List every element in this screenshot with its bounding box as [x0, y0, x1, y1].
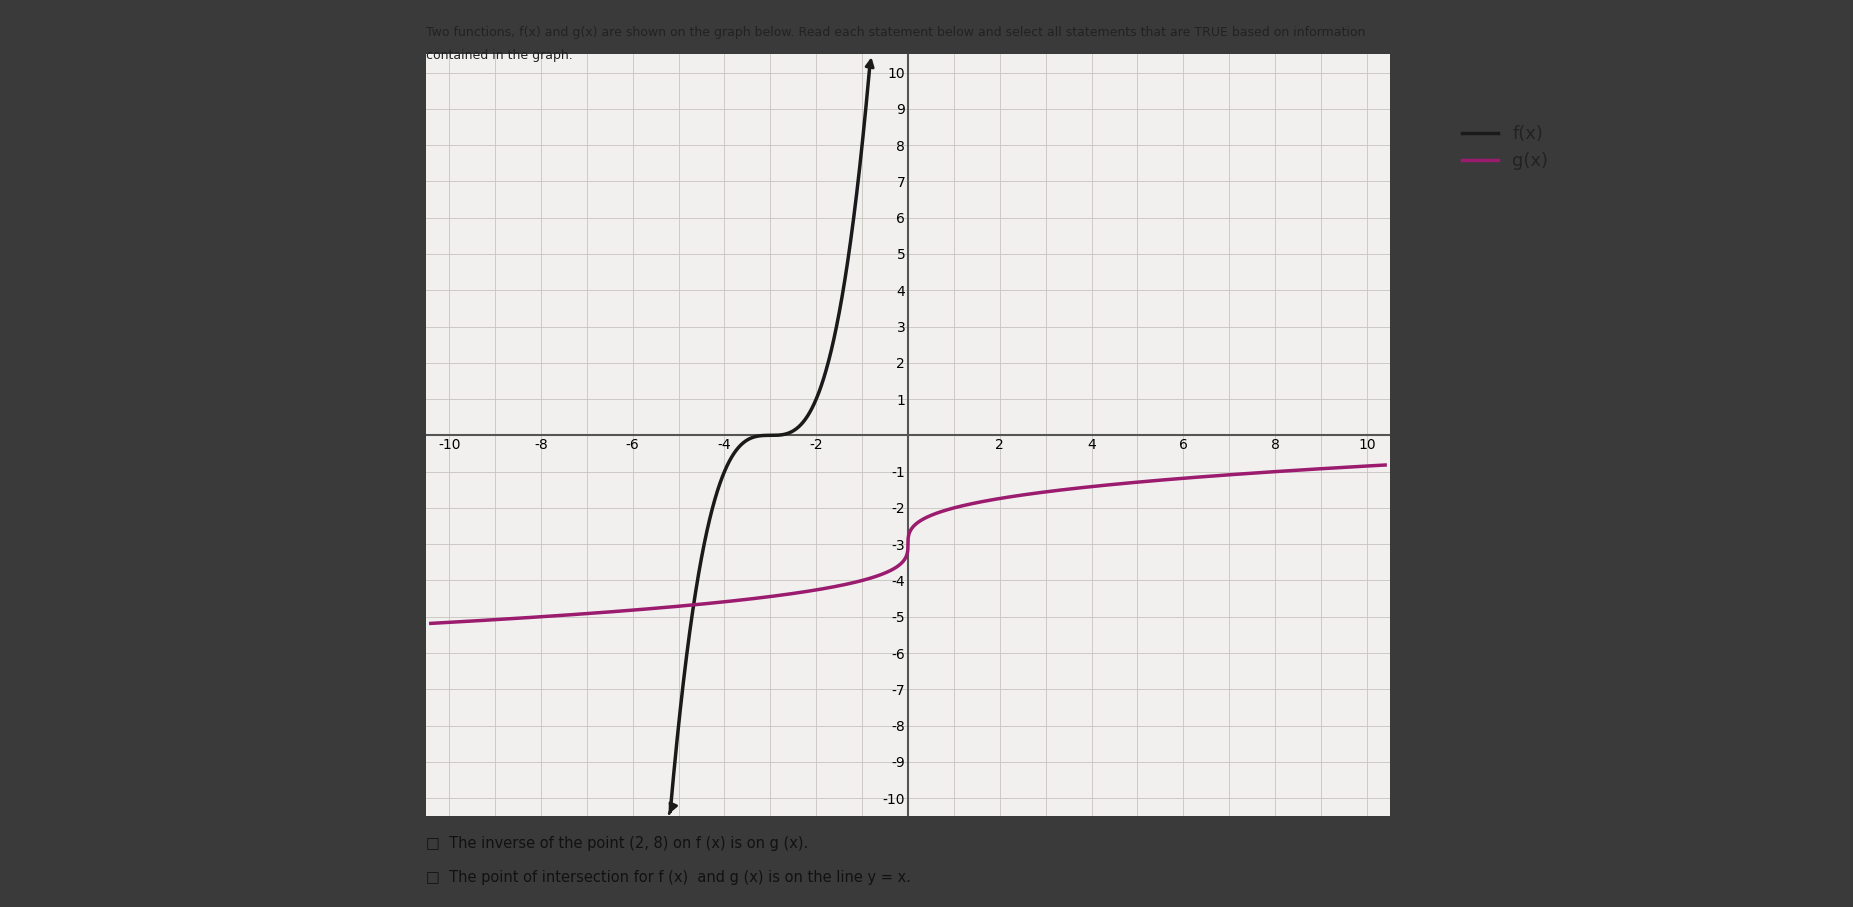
Text: □  The point of intersection for f (x)  and g (x) is on the line y = x.: □ The point of intersection for f (x) an…	[426, 870, 912, 884]
Text: Two functions, f(x) and g(x) are shown on the graph below. Read each statement b: Two functions, f(x) and g(x) are shown o…	[426, 26, 1366, 39]
Text: □  The inverse of the point (2, 8) on f (x) is on g (x).: □ The inverse of the point (2, 8) on f (…	[426, 836, 808, 851]
Text: contained in the graph.: contained in the graph.	[426, 49, 573, 62]
Legend: f(x), g(x): f(x), g(x)	[1455, 118, 1555, 178]
